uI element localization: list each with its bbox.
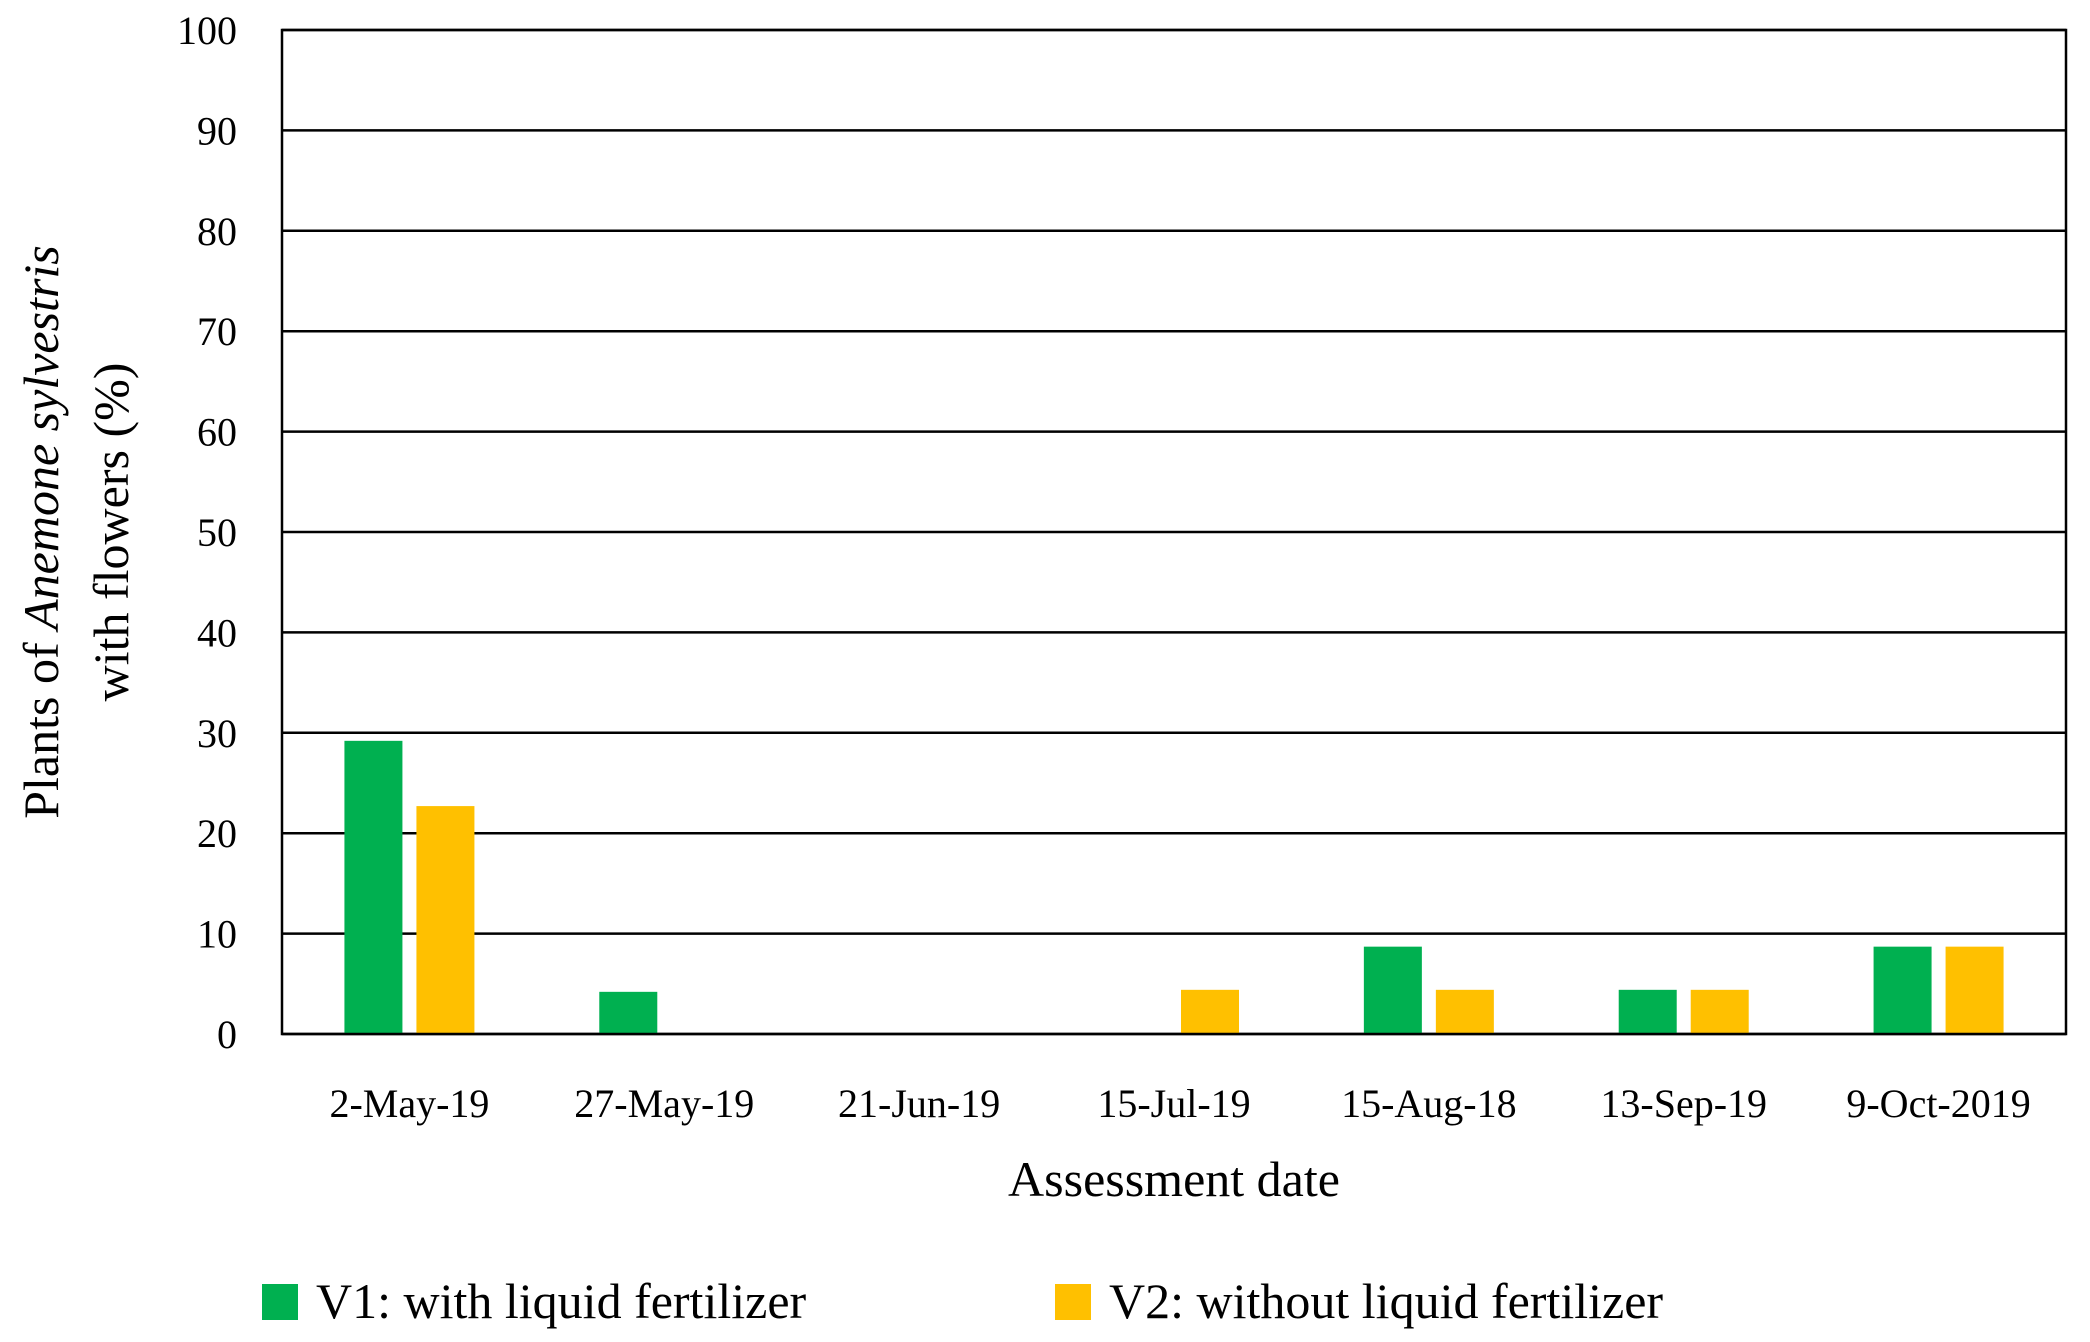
x-category-label: 27-May-19 [574, 1081, 754, 1126]
legend-swatch-1 [262, 1284, 298, 1320]
y-tick-label: 0 [217, 1012, 237, 1057]
y-tick-label: 70 [197, 309, 237, 354]
legend-label-1: V1: with liquid fertilizer [316, 1273, 807, 1329]
bar-2 [1945, 946, 2004, 1034]
bar-1 [1618, 989, 1677, 1034]
legend-label-2: V2: without liquid fertilizer [1109, 1273, 1663, 1329]
x-category-label: 21-Jun-19 [838, 1081, 1000, 1126]
legend-swatch-2 [1055, 1284, 1091, 1320]
y-axis-title-text: with flowers (%) [83, 363, 139, 702]
x-category-labels: 2-May-19 27-May-19 21-Jun-19 15-Jul-19 15-Au… [329, 1081, 2030, 1126]
y-axis-title-text: Plants of [13, 630, 69, 819]
x-category-label: 2-May-19 [329, 1081, 489, 1126]
plot-frame [280, 28, 2068, 1036]
y-tick-label: 100 [177, 8, 237, 53]
y-tick-labels: 0 10 20 30 40 50 60 70 80 90 100 [177, 8, 237, 1057]
y-axis-title: Plants of Anemone sylvestris with flowers… [13, 245, 139, 819]
y-tick-label: 50 [197, 510, 237, 555]
bar-1 [1363, 946, 1422, 1034]
bar-1 [599, 991, 658, 1034]
x-category-label: 15-Jul-19 [1097, 1081, 1250, 1126]
y-axis-title-line: with flowers (%) [83, 363, 139, 702]
bar-2 [416, 806, 475, 1034]
bar-2 [1181, 989, 1239, 1034]
y-tick-label: 90 [197, 108, 237, 153]
legend: V1: with liquid fertilizer V2: without li… [262, 1273, 1663, 1329]
y-tick-label: 20 [197, 811, 237, 856]
y-tick-label: 80 [197, 209, 237, 254]
bars [344, 740, 2004, 1034]
y-tick-label: 40 [197, 610, 237, 655]
gridlines [282, 28, 2066, 1036]
y-tick-label: 30 [197, 711, 237, 756]
bar-1 [344, 740, 403, 1034]
x-category-label: 15-Aug-18 [1341, 1081, 1517, 1126]
y-tick-label: 60 [197, 410, 237, 455]
x-category-label: 9-Oct-2019 [1846, 1081, 2030, 1126]
species-name: Anemone sylvestris [13, 245, 69, 633]
y-axis-title-line: Plants of Anemone sylvestris [13, 245, 69, 819]
y-tick-label: 10 [197, 912, 237, 957]
bar-2 [1690, 989, 1749, 1034]
x-category-label: 13-Sep-19 [1600, 1081, 1767, 1126]
bar-1 [1873, 946, 1932, 1034]
bar-2 [1435, 989, 1494, 1034]
x-axis-title: Assessment date [1008, 1151, 1340, 1207]
